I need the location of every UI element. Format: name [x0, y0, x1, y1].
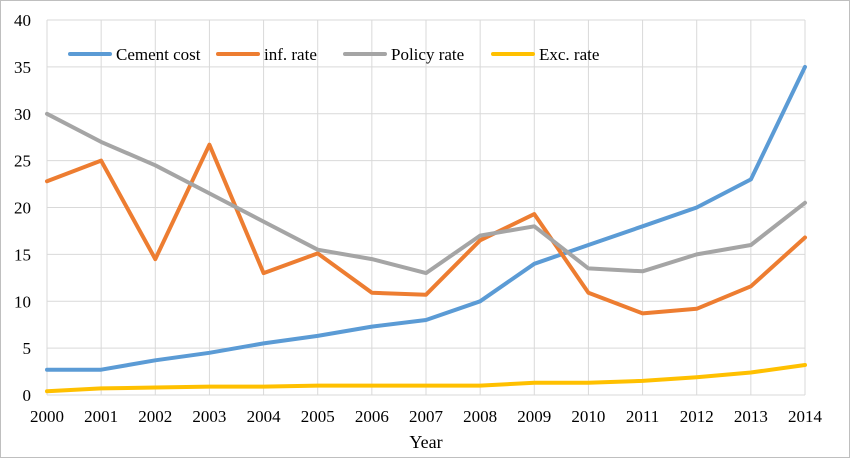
x-tick-label: 2012 — [680, 407, 714, 426]
legend-label-policy-rate: Policy rate — [391, 45, 464, 64]
legend-label-cement-cost: Cement cost — [116, 45, 201, 64]
x-tick-label: 2013 — [734, 407, 768, 426]
x-tick-label: 2000 — [30, 407, 64, 426]
legend: Cement cost inf. rate Policy rate Exc. rate — [68, 45, 599, 64]
x-tick-label: 2001 — [84, 407, 118, 426]
x-axis-ticks: 2000 2001 2002 2003 2004 2005 2006 2007 2008 2009… — [30, 407, 823, 426]
legend-label-exc-rate: Exc. rate — [539, 45, 599, 64]
y-tick-label: 35 — [14, 58, 31, 77]
series-line-exc-rate — [45, 363, 807, 394]
x-tick-label: 2003 — [192, 407, 226, 426]
y-tick-label: 5 — [23, 339, 32, 358]
x-tick-label: 2010 — [571, 407, 605, 426]
y-axis-ticks: 0 5 10 15 20 25 30 35 40 — [14, 11, 31, 405]
x-tick-label: 2005 — [301, 407, 335, 426]
y-tick-label: 0 — [23, 386, 32, 405]
y-tick-label: 20 — [14, 199, 31, 218]
x-tick-label: 2007 — [409, 407, 444, 426]
x-tick-label: 2008 — [463, 407, 497, 426]
y-tick-label: 25 — [14, 152, 31, 171]
x-tick-label: 2006 — [355, 407, 389, 426]
y-tick-label: 30 — [14, 105, 31, 124]
series-line-inf-rate — [45, 142, 807, 316]
x-tick-label: 2004 — [247, 407, 282, 426]
legend-label-inf-rate: inf. rate — [264, 45, 317, 64]
x-axis-title: Year — [409, 432, 442, 452]
x-tick-label: 2011 — [626, 407, 659, 426]
series-line-cement-cost — [45, 64, 807, 372]
x-tick-label: 2009 — [517, 407, 551, 426]
x-tick-label: 2002 — [138, 407, 172, 426]
y-tick-label: 15 — [14, 245, 31, 264]
series-lines — [45, 64, 807, 394]
series-line-policy-rate — [45, 111, 807, 276]
x-tick-label: 2014 — [788, 407, 823, 426]
y-tick-label: 10 — [14, 292, 31, 311]
y-tick-label: 40 — [14, 11, 31, 30]
